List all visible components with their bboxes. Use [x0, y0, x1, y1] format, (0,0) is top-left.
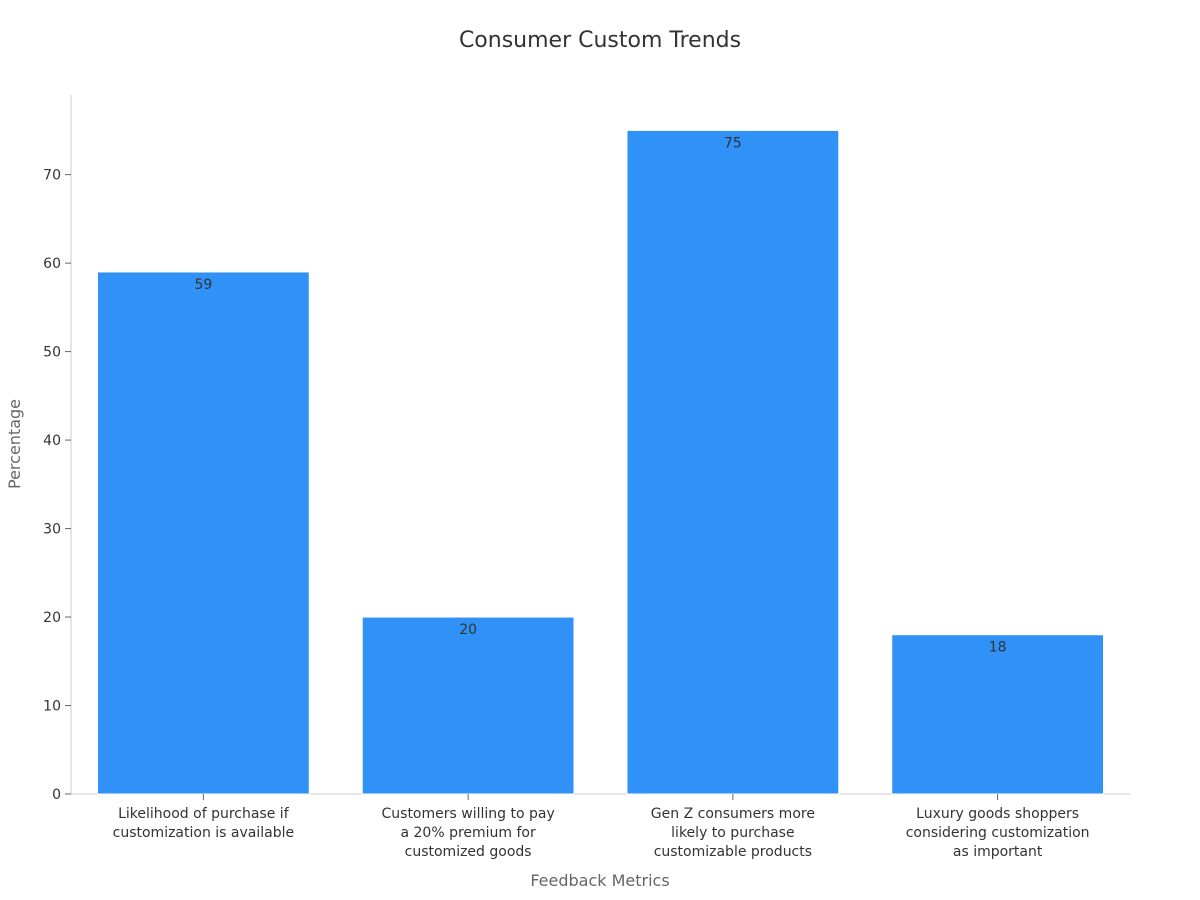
bar[interactable]	[626, 129, 840, 795]
x-tick-label-line: Luxury goods shoppers	[916, 806, 1079, 822]
x-axis-label: Feedback Metrics	[530, 871, 669, 890]
x-tick-label: Gen Z consumers more likely to purchase cu…	[651, 806, 815, 860]
x-tick-label-line: Gen Z consumers more	[651, 806, 815, 822]
x-tick-label-line: customized goods	[405, 844, 532, 860]
y-tick-label: 40	[43, 433, 61, 449]
y-axis-label: Percentage	[5, 399, 24, 489]
y-tick-label: 50	[43, 345, 61, 361]
chart-title: Consumer Custom Trends	[459, 28, 741, 53]
y-tick-label: 0	[52, 787, 61, 803]
y-axis-ticks: 0 10 20 30 40 50 60 70	[43, 168, 71, 803]
bar[interactable]	[361, 616, 575, 795]
x-tick-label: Likelihood of purchase if customization i…	[113, 806, 294, 841]
x-tick-label-line: a 20% premium for	[400, 825, 536, 841]
bar-value-label: 75	[724, 135, 742, 151]
y-tick-label: 20	[43, 610, 61, 626]
bar-value-label: 20	[459, 622, 477, 638]
bar[interactable]	[891, 634, 1105, 795]
y-tick-label: 60	[43, 256, 61, 272]
x-axis-ticks: Likelihood of purchase if customization i…	[113, 794, 1090, 860]
x-tick-label-line: likely to purchase	[671, 825, 794, 841]
x-tick-label: Luxury goods shoppers considering customi…	[906, 806, 1090, 860]
x-tick-label-line: customizable products	[654, 844, 812, 860]
bars-group: 59 20 75 18	[96, 129, 1105, 795]
y-tick-label: 10	[43, 699, 61, 715]
bar-value-label: 59	[194, 277, 212, 293]
x-tick-label-line: considering customization	[906, 825, 1090, 841]
x-tick-label-line: as important	[953, 844, 1043, 860]
x-tick-label-line: customization is available	[113, 825, 294, 841]
x-tick-label-line: Likelihood of purchase if	[118, 806, 290, 822]
x-tick-label: Customers willing to pay a 20% premium fo…	[382, 806, 555, 860]
bar[interactable]	[96, 271, 310, 795]
y-tick-label: 70	[43, 168, 61, 184]
y-tick-label: 30	[43, 522, 61, 538]
x-tick-label-line: Customers willing to pay	[382, 806, 555, 822]
bar-value-label: 18	[989, 640, 1007, 656]
